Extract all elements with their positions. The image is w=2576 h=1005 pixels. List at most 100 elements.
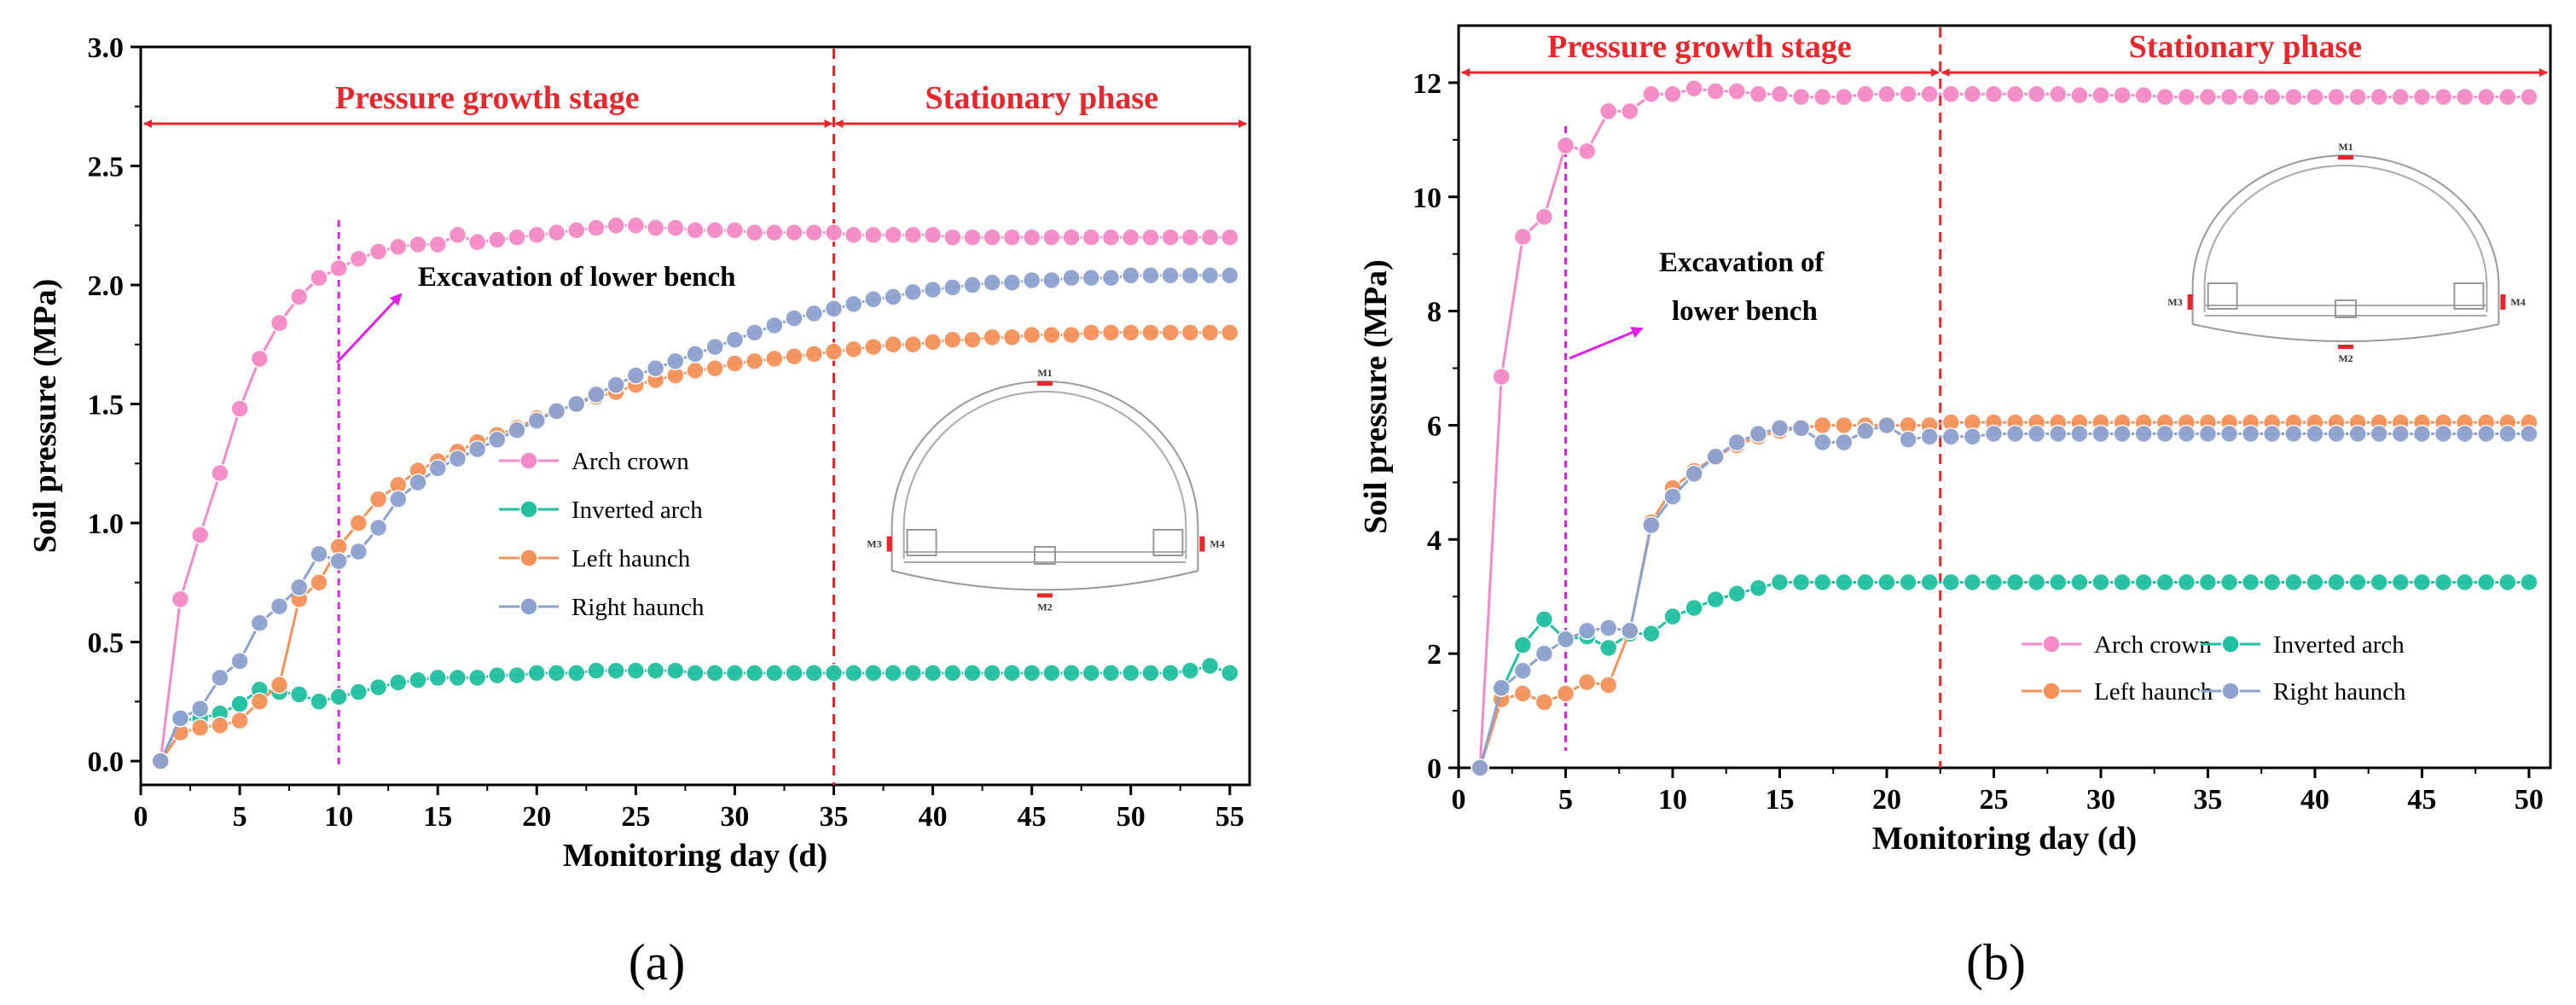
- x-axis-title: Monitoring day (d): [563, 838, 827, 874]
- data-point: [1141, 228, 1160, 247]
- stationary-phase-label: Stationary phase: [2129, 29, 2362, 65]
- data-point: [1556, 630, 1575, 649]
- data-point: [171, 590, 190, 609]
- data-point: [1002, 273, 1022, 292]
- data-point: [1121, 266, 1140, 285]
- y-tick-label: 1.0: [88, 508, 125, 540]
- data-point: [428, 668, 447, 688]
- data-point: [368, 518, 388, 537]
- data-point: [1856, 572, 1875, 592]
- data-point: [725, 221, 745, 240]
- data-point: [1042, 664, 1061, 683]
- series-right-haunch: [151, 266, 1239, 770]
- data-point: [1577, 621, 1597, 641]
- data-point: [1749, 84, 1768, 104]
- data-point: [1663, 607, 1682, 626]
- sensor-marker-m4: [1199, 536, 1205, 552]
- y-tick-label: 0.5: [88, 628, 125, 659]
- legend-swatch-marker: [2042, 635, 2061, 654]
- data-point: [508, 421, 526, 439]
- data-point: [587, 385, 606, 404]
- data-point: [1513, 636, 1533, 654]
- data-point: [1706, 590, 1725, 609]
- data-point: [289, 578, 309, 597]
- data-point: [943, 330, 962, 349]
- data-point: [289, 685, 309, 704]
- data-point: [368, 490, 388, 508]
- data-point: [1577, 672, 1597, 692]
- data-point: [1181, 323, 1200, 342]
- data-point: [2412, 572, 2432, 592]
- data-point: [1101, 228, 1121, 247]
- data-point: [1749, 578, 1768, 597]
- data-point: [2306, 572, 2324, 592]
- data-point: [1141, 266, 1160, 285]
- data-point: [903, 335, 923, 354]
- data-point: [1042, 325, 1061, 345]
- data-point: [1200, 228, 1220, 247]
- tunnel-side-ditch: [1152, 529, 1184, 556]
- data-point: [646, 661, 665, 680]
- x-tick-label: 0: [1452, 784, 1466, 816]
- data-point: [1642, 624, 1661, 643]
- sensor-label-m3: M3: [2167, 296, 2182, 308]
- data-point: [389, 490, 408, 508]
- data-point: [310, 268, 328, 288]
- data-point: [270, 676, 289, 694]
- data-point: [2370, 424, 2388, 444]
- data-point: [2092, 85, 2110, 105]
- data-point: [2306, 87, 2324, 107]
- data-point: [329, 551, 348, 571]
- data-point: [1221, 266, 1239, 285]
- data-point: [368, 242, 388, 261]
- data-point: [2476, 424, 2496, 444]
- data-point: [2455, 424, 2474, 444]
- data-point: [923, 225, 943, 245]
- data-point: [666, 351, 685, 371]
- data-point: [606, 216, 625, 235]
- data-point: [587, 218, 606, 237]
- plot-frame: [139, 45, 1251, 787]
- data-point: [1121, 323, 1140, 342]
- x-tick-label: 50: [1117, 801, 1146, 833]
- data-point: [1984, 84, 2004, 104]
- data-point: [983, 228, 1001, 247]
- data-point: [2177, 572, 2196, 592]
- data-point: [1101, 268, 1121, 288]
- x-tick-label: 0: [134, 801, 148, 833]
- sensor-label-m4: M4: [1210, 538, 1224, 550]
- data-point: [903, 664, 923, 683]
- data-point: [2455, 572, 2474, 592]
- data-point: [1221, 664, 1239, 683]
- sensor-label-m4: M4: [2510, 296, 2525, 308]
- data-point: [527, 225, 547, 245]
- x-tick-label: 40: [2300, 784, 2329, 816]
- tunnel-center-drain: [2335, 299, 2357, 318]
- data-point: [705, 664, 724, 683]
- data-point: [409, 473, 427, 492]
- data-point: [349, 249, 368, 269]
- x-tick-label: 15: [423, 801, 452, 833]
- data-point: [943, 664, 962, 683]
- data-point: [2241, 87, 2260, 107]
- data-point: [2241, 424, 2260, 444]
- data-point: [349, 683, 368, 701]
- data-point: [1082, 664, 1101, 683]
- data-point: [963, 664, 982, 683]
- data-point: [2348, 87, 2367, 107]
- data-point: [765, 223, 784, 242]
- data-point: [1042, 270, 1061, 290]
- data-point: [2262, 424, 2282, 444]
- data-point: [2434, 572, 2453, 592]
- data-point: [666, 218, 685, 237]
- data-point: [1899, 430, 1917, 449]
- growth-stage-label: Pressure growth stage: [1547, 29, 1852, 65]
- data-point: [1856, 84, 1875, 104]
- data-point: [1535, 644, 1554, 663]
- data-point: [2370, 87, 2388, 107]
- data-point: [2219, 572, 2239, 592]
- data-point: [2391, 87, 2411, 107]
- data-point: [785, 346, 804, 366]
- y-tick-label: 3.0: [88, 32, 125, 64]
- data-point: [1082, 268, 1101, 288]
